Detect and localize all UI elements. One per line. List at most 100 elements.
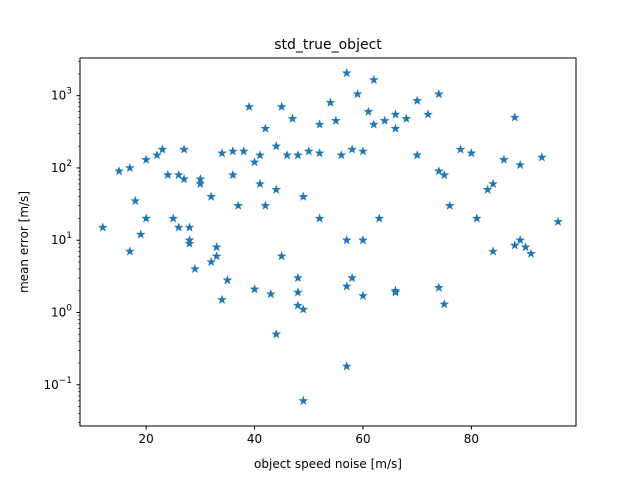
data-point (244, 101, 254, 111)
y-tick-label: 103 (51, 87, 72, 103)
data-point (341, 281, 352, 291)
data-point (114, 166, 124, 176)
data-point (358, 146, 368, 156)
data-point (271, 141, 282, 151)
data-point (206, 191, 217, 201)
data-point (217, 148, 227, 158)
data-point (179, 174, 189, 184)
data-point (482, 184, 493, 194)
data-point (195, 178, 206, 189)
data-point (228, 146, 238, 156)
data-point (509, 240, 520, 250)
data-point (249, 157, 260, 167)
data-point (341, 235, 352, 245)
data-point (455, 144, 466, 154)
data-point (412, 95, 423, 105)
data-point (271, 329, 282, 339)
y-tick-label: 102 (51, 159, 72, 175)
data-point (433, 166, 444, 176)
data-point (526, 248, 536, 258)
data-point (222, 275, 233, 285)
data-point (325, 97, 336, 107)
data-point (515, 235, 526, 245)
data-point (331, 115, 341, 125)
data-point (125, 162, 135, 173)
data-point (488, 246, 498, 256)
y-axis: 10−1 100 101 102 103 (43, 60, 80, 423)
data-point (347, 144, 357, 154)
data-point (553, 216, 563, 226)
data-point (536, 152, 547, 162)
data-point (233, 200, 244, 210)
data-point (433, 89, 444, 99)
data-point (314, 119, 325, 129)
data-point (249, 284, 260, 294)
data-point (260, 123, 271, 133)
data-point (352, 89, 363, 99)
data-point (358, 235, 368, 245)
data-point (412, 150, 423, 160)
data-point (336, 150, 347, 160)
data-point (390, 109, 401, 119)
data-point (488, 178, 498, 189)
data-point (168, 213, 179, 223)
data-point (282, 150, 292, 160)
data-point (135, 229, 146, 239)
data-point (298, 395, 309, 405)
data-point (363, 106, 374, 116)
data-point (358, 290, 368, 300)
data-point (509, 112, 520, 122)
data-point (287, 113, 298, 123)
data-point (97, 222, 108, 232)
data-point (499, 154, 509, 164)
data-point (368, 119, 379, 129)
data-point (141, 213, 151, 223)
data-point (265, 288, 276, 299)
data-point (341, 361, 352, 371)
data-point (211, 251, 222, 261)
y-axis-label: mean error [m/s] (17, 191, 31, 293)
data-point (276, 101, 287, 111)
data-point (271, 184, 282, 194)
data-point (298, 191, 309, 201)
data-point (515, 159, 526, 170)
data-point (195, 174, 206, 184)
data-point (217, 294, 227, 304)
data-point (444, 200, 455, 210)
data-point (401, 113, 412, 123)
data-point (190, 263, 200, 274)
data-points (97, 68, 563, 405)
y-tick-label: 10−1 (43, 376, 72, 392)
data-point (520, 242, 531, 252)
chart-title: std_true_object (274, 37, 382, 53)
data-point (439, 299, 450, 309)
data-point (293, 300, 303, 310)
data-point (293, 287, 303, 297)
data-point (433, 282, 444, 292)
data-point (141, 154, 151, 164)
x-tick-label: 20 (138, 432, 153, 446)
data-point (260, 200, 271, 210)
data-point (157, 144, 168, 154)
data-point (341, 68, 352, 78)
data-point (276, 251, 287, 261)
data-point (125, 246, 135, 256)
data-point (379, 115, 390, 125)
data-point (152, 150, 162, 160)
data-point (368, 74, 379, 85)
data-point (293, 272, 303, 283)
data-point (255, 178, 265, 189)
x-tick-label: 60 (355, 432, 370, 446)
data-point (206, 256, 217, 267)
x-tick-label: 40 (247, 432, 262, 446)
x-tick-label: 80 (464, 432, 479, 446)
data-point (303, 146, 314, 156)
data-point (347, 272, 357, 283)
data-point (293, 150, 303, 160)
plot-frame (79, 57, 577, 427)
data-point (390, 287, 401, 297)
data-point (228, 169, 238, 180)
data-point (439, 169, 450, 180)
